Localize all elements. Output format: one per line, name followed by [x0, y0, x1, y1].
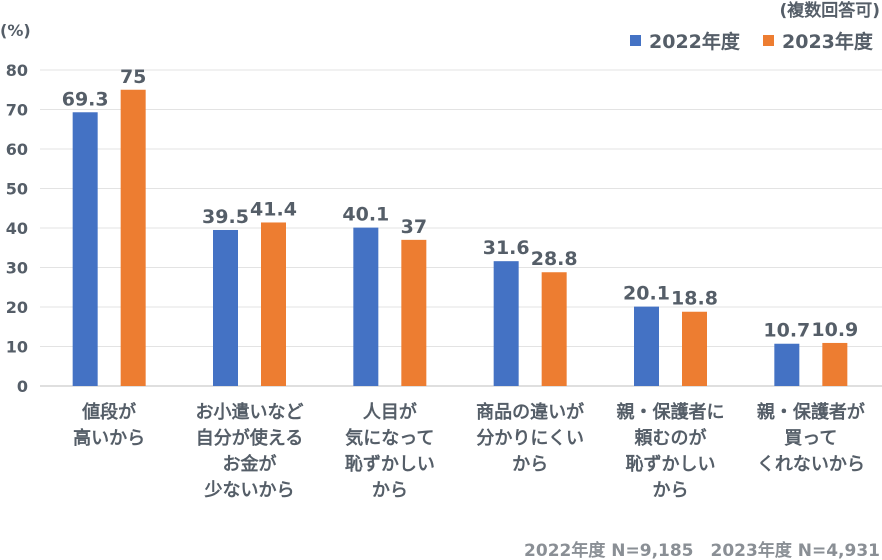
- x-tick-label: から: [372, 480, 408, 501]
- bar: [401, 239, 427, 386]
- bar: [634, 306, 659, 386]
- data-label: 41.4: [250, 198, 297, 220]
- legend-swatch: [630, 35, 641, 46]
- x-tick-label: から: [512, 454, 548, 475]
- data-label: 28.8: [531, 248, 578, 270]
- bar: [120, 89, 146, 386]
- y-tick-label: 0: [17, 377, 28, 396]
- x-tick-label: から: [653, 480, 689, 501]
- bar: [822, 342, 848, 386]
- bar: [72, 112, 98, 386]
- x-tick-label: 親・保護者が: [757, 401, 865, 423]
- y-unit-label: (%): [0, 21, 31, 40]
- data-label: 10.7: [763, 320, 810, 342]
- x-tick-label: 高いから: [73, 427, 145, 449]
- legend-swatch: [763, 35, 774, 46]
- data-label: 20.1: [623, 283, 670, 305]
- x-tick-label: 値段が: [81, 401, 136, 423]
- data-label: 37: [401, 216, 427, 238]
- bar: [213, 229, 238, 386]
- y-tick-label: 20: [6, 298, 28, 317]
- legend-label: 2022年度: [649, 30, 741, 53]
- y-tick-label: 40: [6, 219, 28, 238]
- bar: [493, 261, 519, 386]
- data-label: 75: [120, 66, 146, 88]
- x-tick-label: くれないから: [757, 454, 865, 475]
- x-tick-label: 商品の違いが: [476, 401, 584, 423]
- y-tick-label: 80: [6, 61, 28, 80]
- bar: [353, 227, 379, 386]
- x-tick-label: 人目が: [363, 401, 417, 423]
- x-tick-label: 気になって: [345, 427, 434, 449]
- y-tick-label: 50: [6, 180, 28, 199]
- legend-label: 2023年度: [782, 30, 874, 53]
- gridlines: 0 10 20 30 40 50 60 70 80: [6, 61, 882, 396]
- bar: [541, 272, 567, 386]
- x-tick-label: 頼むのが: [635, 427, 707, 449]
- sample-size-footnote: 2022年度 N=9,185 2023年度 N=4,931: [524, 540, 880, 560]
- data-label: 31.6: [483, 237, 530, 259]
- legend: 2022年度 2023年度: [630, 30, 874, 53]
- x-tick-label: 買って: [784, 428, 837, 449]
- multiple-answer-note: (複数回答可): [779, 0, 880, 21]
- data-label: 69.3: [62, 88, 109, 110]
- x-tick-label: 恥ずかしい: [345, 454, 435, 475]
- data-label: 40.1: [342, 204, 389, 226]
- data-label: 10.9: [811, 319, 858, 341]
- x-tick-label: 分かりにくい: [476, 428, 584, 449]
- bars: 69.3 75 39.5 41.4 40.1 37 31.628.8 20.1 18.8 10.7…: [62, 66, 858, 386]
- y-tick-label: 70: [6, 101, 28, 120]
- x-tick-label: 自分が使える: [196, 427, 303, 449]
- bar: [774, 343, 800, 386]
- x-tick-label: 恥ずかしい: [626, 454, 716, 475]
- y-tick-label: 10: [6, 338, 28, 357]
- x-tick-label: お金が: [223, 453, 277, 475]
- data-label: 39.5: [202, 206, 249, 228]
- bar: [261, 222, 286, 386]
- y-tick-label: 60: [6, 140, 28, 159]
- x-tick-label: お小遣いなど: [196, 401, 304, 423]
- bar: [682, 311, 707, 386]
- y-tick-label: 30: [6, 259, 28, 278]
- x-tick-label: 少ないから: [204, 480, 295, 501]
- data-label: 18.8: [671, 288, 718, 310]
- x-tick-label: 親・保護者に: [617, 401, 725, 423]
